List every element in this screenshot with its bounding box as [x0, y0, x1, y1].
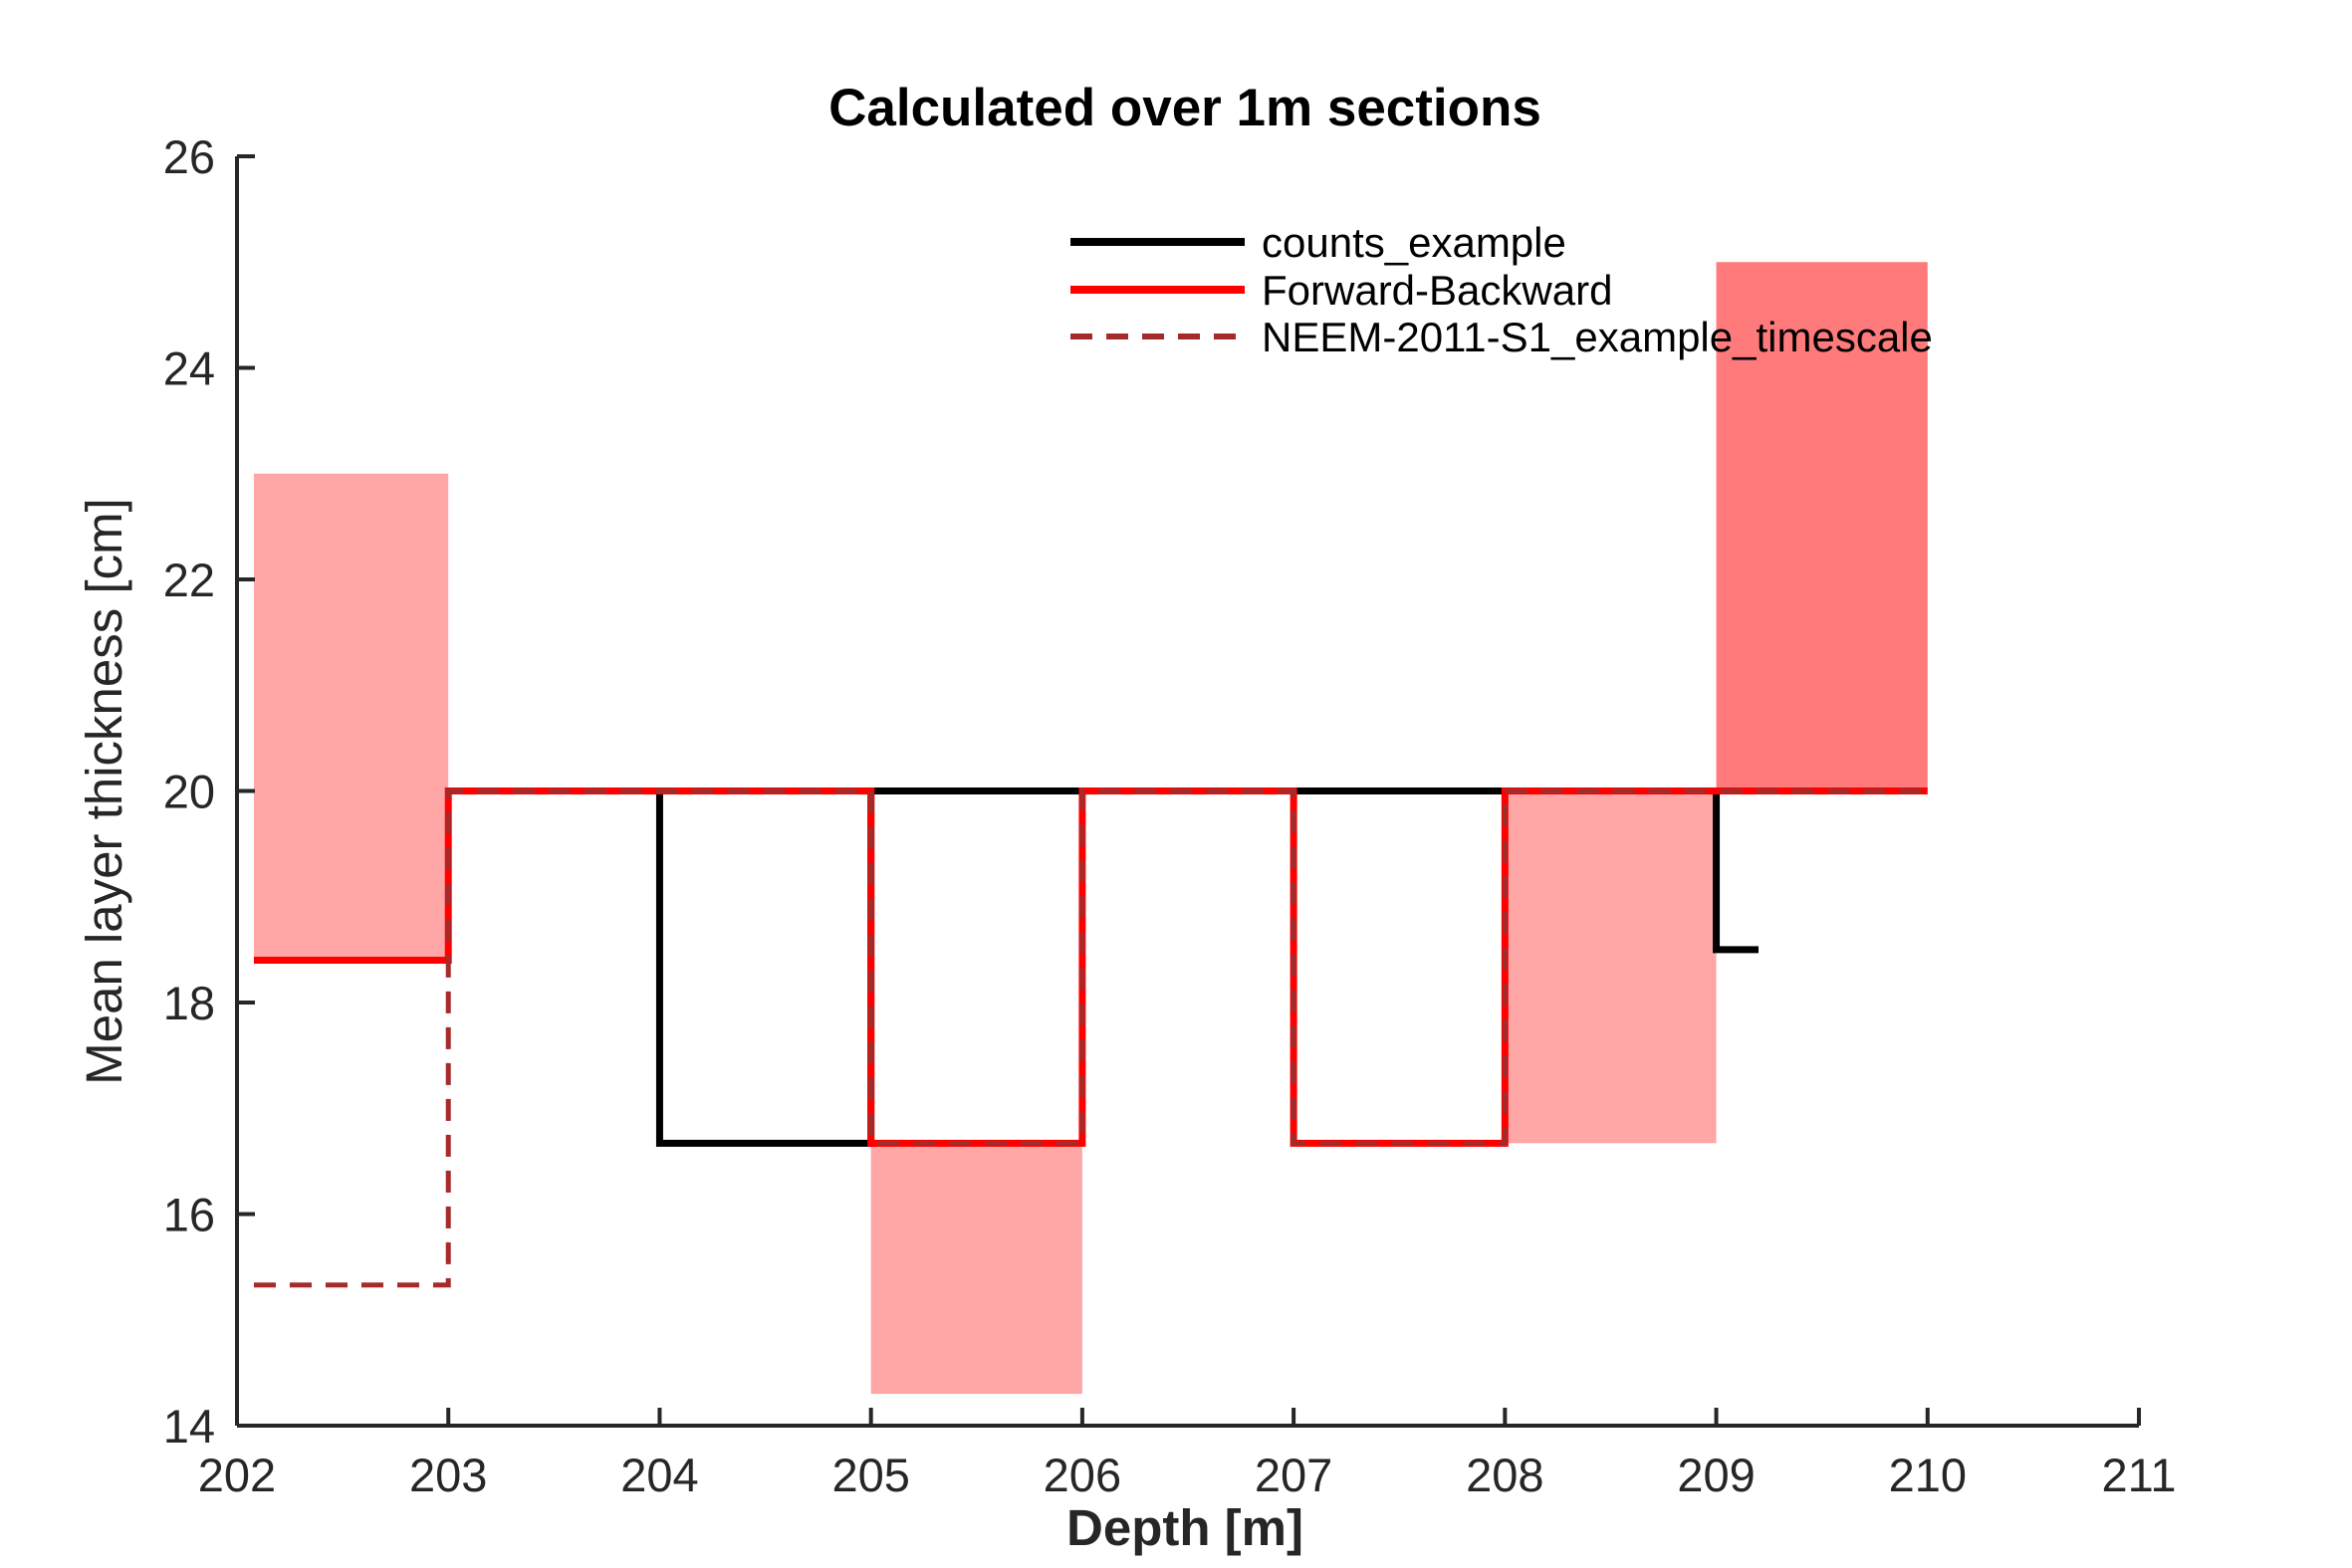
uncertainty-band-2 [1505, 790, 1717, 1144]
y-tick-label: 24 [163, 342, 215, 395]
y-ticks: 14 16 18 20 22 24 26 [163, 130, 255, 1453]
chart-title: Calculated over 1m sections [828, 79, 1541, 137]
y-tick-label: 16 [163, 1189, 215, 1241]
series-lines [253, 787, 1928, 1288]
x-tick-label: 207 [1255, 1449, 1332, 1501]
x-tick-label: 211 [2102, 1449, 2177, 1501]
x-tick-label: 210 [1889, 1449, 1967, 1501]
x-axis-title: Depth [m] [1066, 1499, 1303, 1556]
x-ticks: 202 203 204 205 206 207 208 209 210 211 [198, 1408, 2177, 1501]
uncertainty-band-3 [1716, 262, 1928, 791]
x-tick-label: 209 [1677, 1449, 1755, 1501]
uncertainty-bands [253, 262, 1928, 1395]
x-tick-label: 204 [620, 1449, 698, 1501]
uncertainty-band-0 [253, 473, 449, 961]
uncertainty-band-1 [870, 1143, 1082, 1395]
y-axis-title: Mean layer thickness [cm] [76, 498, 132, 1085]
x-tick-label: 208 [1466, 1449, 1543, 1501]
x-tick-label: 203 [409, 1449, 487, 1501]
legend-label-0: counts_example [1262, 219, 1566, 266]
x-tick-label: 205 [831, 1449, 909, 1501]
y-tick-label: 26 [163, 130, 215, 183]
y-tick-label: 22 [163, 554, 215, 606]
y-tick-label: 20 [163, 766, 215, 818]
x-tick-label: 206 [1044, 1449, 1121, 1501]
legend-label-2: NEEM-2011-S1_example_timescale [1262, 314, 1933, 360]
series-line-counts-example [655, 787, 1759, 1147]
y-tick-label: 14 [163, 1400, 215, 1453]
legend-label-1: Forward-Backward [1262, 267, 1612, 314]
y-tick-label: 18 [163, 977, 215, 1029]
legend: counts_exampleForward-BackwardNEEM-2011-… [1070, 219, 1933, 360]
x-tick-label: 202 [198, 1449, 276, 1501]
